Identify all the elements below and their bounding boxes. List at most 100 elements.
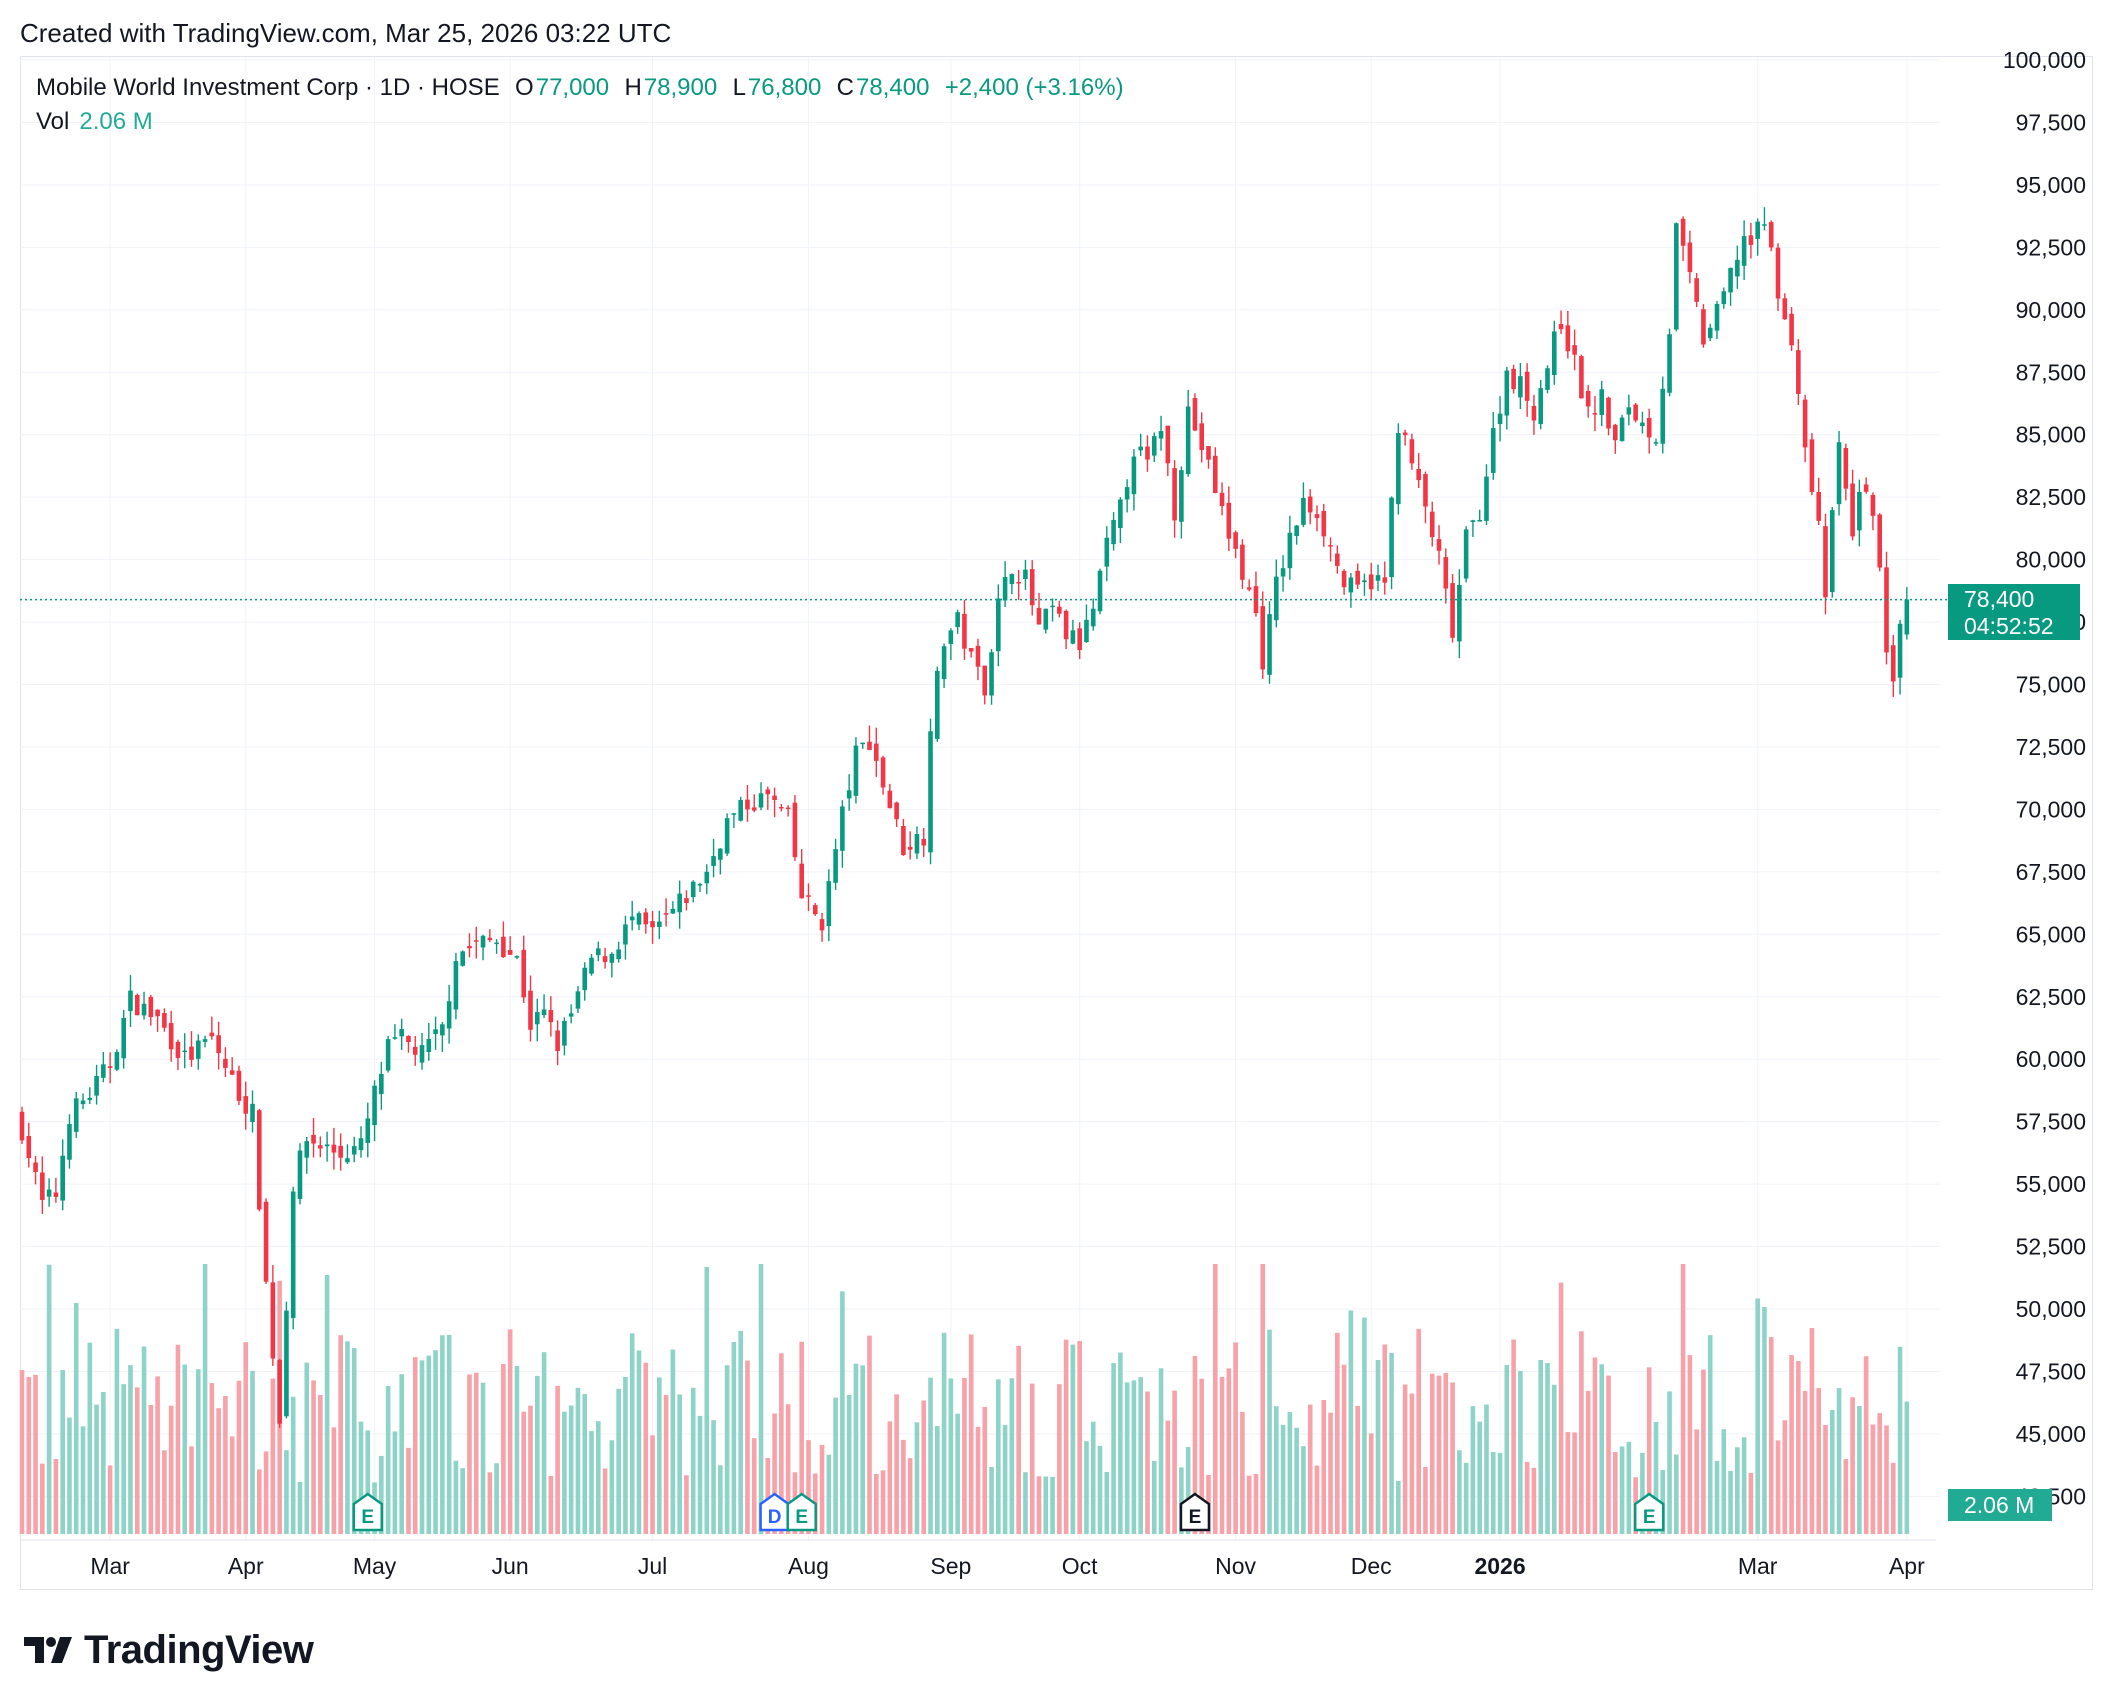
candle-body xyxy=(1396,433,1401,505)
candle-body xyxy=(1579,356,1584,399)
candle-body xyxy=(745,799,750,810)
price-tick-label: 57,500 xyxy=(2016,1109,2086,1135)
volume-bar xyxy=(541,1352,547,1534)
volume-bar xyxy=(324,1275,330,1534)
volume-bar xyxy=(935,1426,940,1534)
candle-body xyxy=(948,630,954,644)
volume-bar xyxy=(1538,1359,1544,1534)
candle-body xyxy=(1057,606,1062,614)
candle-body xyxy=(1111,519,1116,545)
candle-body xyxy=(873,743,879,761)
candle-body xyxy=(1531,405,1537,421)
candle-body xyxy=(1680,218,1686,246)
price-axis[interactable]: 100,000 97,500 95,000 92,500 90,000 87,500 85,… xyxy=(2003,47,2086,1509)
candle-body xyxy=(419,1045,425,1063)
candle-body xyxy=(1246,587,1252,590)
volume-bar xyxy=(1667,1391,1672,1534)
candle-body xyxy=(812,905,818,915)
candle-body xyxy=(460,951,465,966)
volume-bar xyxy=(1579,1331,1584,1534)
time-axis[interactable]: Mar Apr May Jun Jul Aug Sep Oct Nov Dec 2026 Mar Apr xyxy=(90,1553,1925,1579)
chart-caption: Created with TradingView.com, Mar 25, 20… xyxy=(20,18,672,48)
volume-bar xyxy=(433,1350,438,1534)
candle-body xyxy=(1402,432,1408,436)
volume-bar xyxy=(1416,1328,1421,1534)
volume-bar xyxy=(562,1411,567,1534)
candle-body xyxy=(1796,350,1801,394)
candle-body xyxy=(724,818,730,854)
candle-body xyxy=(53,1192,59,1197)
volume-bar xyxy=(1396,1480,1401,1534)
volume-bar xyxy=(304,1362,310,1534)
candle-body xyxy=(1341,570,1347,588)
volume-bar xyxy=(1694,1429,1699,1534)
volume-bar xyxy=(826,1454,832,1534)
candle-body xyxy=(426,1039,432,1053)
volume-bar xyxy=(87,1342,93,1534)
candle-body xyxy=(779,806,784,809)
volume-bar xyxy=(521,1411,527,1534)
tradingview-logo[interactable]: TradingView xyxy=(24,1628,314,1672)
volume-bar xyxy=(1504,1365,1510,1534)
candle-body xyxy=(1450,583,1455,638)
volume-bar xyxy=(1585,1390,1591,1534)
candle-body xyxy=(392,1037,398,1039)
candle-body xyxy=(290,1191,296,1318)
candle-body xyxy=(1375,575,1381,581)
candle-body xyxy=(1138,446,1143,451)
volume-bar xyxy=(1097,1445,1103,1534)
volume-bar xyxy=(412,1357,418,1534)
volume-bar xyxy=(1768,1337,1774,1534)
candle-body xyxy=(690,881,696,898)
candle-body xyxy=(555,1030,560,1052)
candle-body xyxy=(616,949,621,960)
candle-body xyxy=(562,1021,567,1046)
volume-bar xyxy=(1653,1422,1659,1534)
volume-bar xyxy=(1802,1391,1808,1534)
candle-body xyxy=(1829,510,1835,593)
candle-body xyxy=(1443,557,1449,589)
candle-body xyxy=(1192,398,1198,431)
candle-body xyxy=(1809,439,1815,492)
candle-body xyxy=(894,802,899,820)
volume-bar xyxy=(358,1421,364,1534)
candle-body xyxy=(1368,574,1374,590)
volume-bar xyxy=(114,1328,120,1534)
volume-bar xyxy=(446,1334,452,1534)
volume-bar xyxy=(921,1400,927,1534)
volume-bar xyxy=(738,1330,743,1534)
candle-body xyxy=(162,1013,167,1028)
volume-bar xyxy=(1050,1476,1055,1534)
symbol-legend: Mobile World Investment Corp · 1D · HOSE… xyxy=(36,74,1126,102)
volume-bar xyxy=(243,1342,249,1534)
candle-body xyxy=(351,1146,357,1155)
candle-body xyxy=(1084,619,1089,643)
volume-bar xyxy=(596,1421,601,1534)
candle-body xyxy=(1741,236,1747,266)
low-label: L xyxy=(732,74,746,101)
volume-bar xyxy=(1789,1354,1794,1534)
volume-bar xyxy=(948,1378,954,1534)
volume-bar xyxy=(982,1406,988,1534)
volume-bar xyxy=(1246,1475,1252,1534)
candle-body xyxy=(1348,577,1354,593)
volume-bar xyxy=(453,1460,459,1534)
candle-body xyxy=(216,1035,221,1054)
volume-bar xyxy=(1287,1412,1293,1534)
volume-bar xyxy=(1328,1412,1333,1534)
volume-bar xyxy=(914,1422,920,1534)
volume-bar xyxy=(1619,1446,1625,1534)
volume-bar xyxy=(657,1377,662,1534)
candle-body xyxy=(1619,417,1625,442)
volume-bar xyxy=(1409,1393,1415,1534)
volume-bar xyxy=(406,1447,411,1534)
candle-body xyxy=(1280,568,1286,577)
volume-bar xyxy=(46,1264,52,1534)
candle-body xyxy=(331,1144,337,1153)
volume-bar xyxy=(1626,1441,1632,1534)
price-tick-label: 62,500 xyxy=(2016,984,2086,1010)
candle-body xyxy=(1226,502,1232,539)
volume-bar xyxy=(514,1366,520,1534)
